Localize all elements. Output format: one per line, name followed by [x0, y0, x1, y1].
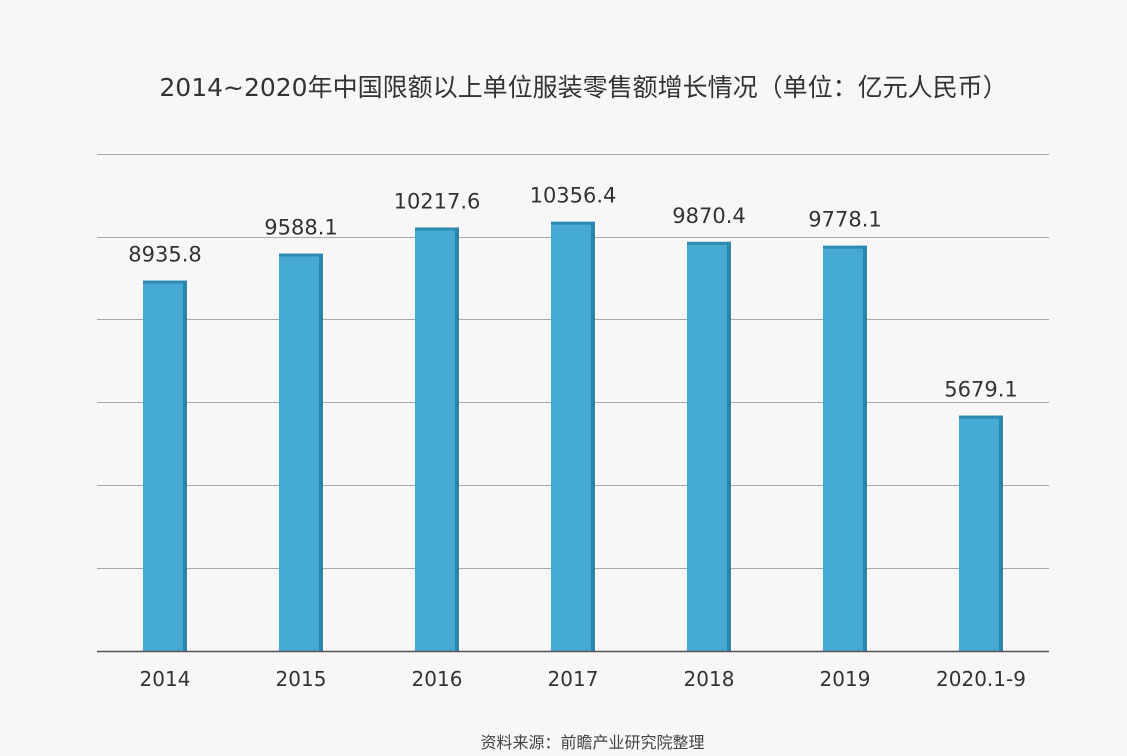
- bar-top: [143, 280, 187, 284]
- value-label: 5679.1: [944, 378, 1017, 402]
- bar-top: [279, 253, 323, 257]
- bar-2018: [687, 241, 731, 651]
- value-label: 9870.4: [672, 204, 745, 228]
- x-axis: 2014 2015 2016 2017 2018 2019 2020.1-9: [97, 650, 1049, 691]
- x-tick-label: 2020.1-9: [936, 667, 1026, 691]
- value-label: 9588.1: [264, 216, 337, 240]
- bar-2019: [823, 245, 867, 651]
- bar-top: [415, 227, 459, 231]
- bar-2017: [551, 221, 595, 651]
- bar-side: [727, 241, 731, 651]
- bar-front: [279, 253, 323, 652]
- x-tick-label: 2016: [412, 667, 463, 691]
- bar-2020.1-9: [959, 415, 1003, 651]
- bar-front: [687, 241, 731, 651]
- bar-side: [183, 280, 187, 651]
- x-tick-label: 2015: [276, 667, 327, 691]
- bar-top: [687, 241, 731, 245]
- bar-front: [143, 280, 187, 651]
- chart-title: 2014~2020年中国限额以上单位服装零售额增长情况（单位：亿元人民币）: [159, 73, 1008, 102]
- value-label: 9778.1: [808, 208, 881, 232]
- bar-side: [455, 227, 459, 652]
- bar-2016: [415, 227, 459, 652]
- x-tick-label: 2018: [684, 667, 735, 691]
- x-tick-label: 2017: [548, 667, 599, 691]
- bar-2015: [279, 253, 323, 652]
- bar-2014: [143, 280, 187, 651]
- bar-side: [863, 245, 867, 651]
- bar-top: [823, 245, 867, 249]
- value-label: 10217.6: [394, 189, 481, 213]
- bar-side: [591, 221, 595, 651]
- bars: [143, 221, 1003, 652]
- bar-front: [959, 415, 1003, 651]
- x-tick-label: 2014: [140, 667, 191, 691]
- source-note: 资料来源：前瞻产业研究院整理: [480, 733, 705, 752]
- value-labels: 8935.8 9588.1 10217.6 10356.4 9870.4 9778.1 56…: [128, 184, 1017, 402]
- bar-front: [551, 221, 595, 651]
- bar-top: [551, 221, 595, 225]
- bar-side: [999, 415, 1003, 651]
- bar-side: [319, 253, 323, 652]
- value-label: 10356.4: [530, 184, 617, 208]
- x-tick-label: 2019: [820, 667, 871, 691]
- bar-top: [959, 415, 1003, 419]
- value-label: 8935.8: [128, 243, 201, 267]
- bar-front: [823, 245, 867, 651]
- bar-front: [415, 227, 459, 652]
